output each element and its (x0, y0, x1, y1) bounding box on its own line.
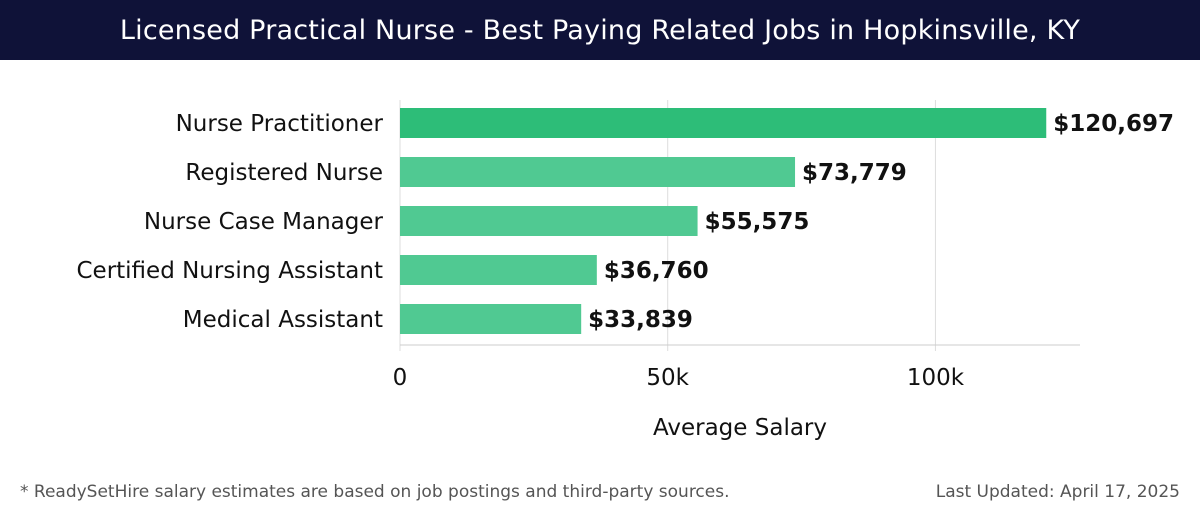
x-tick-label: 0 (393, 365, 408, 391)
labels: 0 50k 100k Nurse Practitioner $120,697 Regist… (76, 111, 1174, 391)
value-label: $73,779 (802, 160, 907, 186)
category-label: Registered Nurse (185, 160, 383, 186)
bar (400, 206, 698, 236)
bar (400, 157, 796, 187)
bar (400, 255, 597, 285)
footer-note: * ReadySetHire salary estimates are base… (20, 482, 730, 502)
x-tick-label: 100k (907, 365, 965, 391)
value-label: $55,575 (705, 209, 810, 235)
category-label: Medical Assistant (183, 307, 383, 333)
bar-chart: 0 50k 100k Nurse Practitioner $120,697 Regist… (76, 100, 1174, 441)
category-label: Nurse Case Manager (144, 209, 384, 235)
category-label: Nurse Practitioner (176, 111, 384, 137)
footer-updated: Last Updated: April 17, 2025 (935, 482, 1180, 502)
x-axis-title: Average Salary (653, 415, 827, 441)
value-label: $36,760 (604, 258, 709, 284)
category-label: Certified Nursing Assistant (76, 258, 383, 284)
x-tick-label: 50k (646, 365, 689, 391)
bar (400, 108, 1047, 138)
value-label: $33,839 (588, 307, 693, 333)
bar (400, 304, 582, 334)
value-label: $120,697 (1053, 111, 1174, 137)
title-bar: Licensed Practical Nurse - Best Paying R… (0, 0, 1200, 60)
page-title: Licensed Practical Nurse - Best Paying R… (119, 14, 1081, 46)
bars (400, 108, 1047, 334)
